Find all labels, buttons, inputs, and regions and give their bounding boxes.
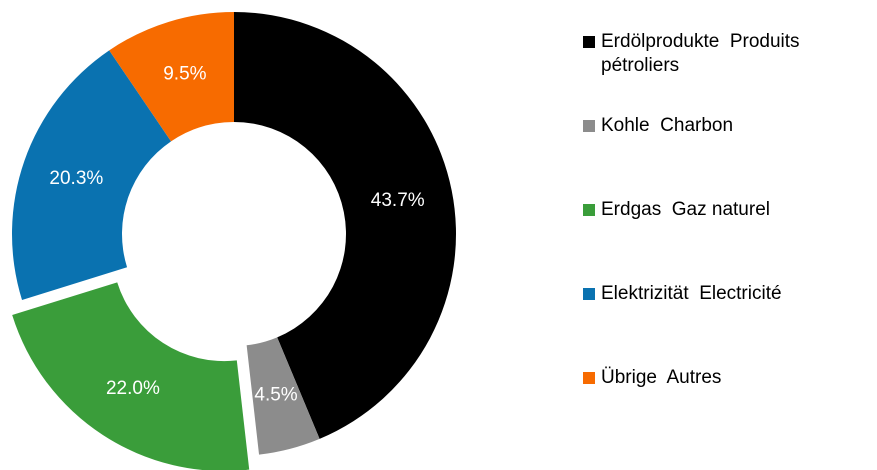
legend-label: Übrige Autres — [601, 367, 722, 388]
legend-label: Kohle Charbon — [601, 115, 734, 136]
legend-item: Kohle Charbon — [583, 114, 868, 138]
legend-swatch — [583, 120, 595, 132]
data-label: 22.0% — [106, 378, 160, 399]
legend-item: Erdgas Gaz naturel — [583, 198, 868, 222]
legend-item: Elektrizität Electricité — [583, 282, 868, 306]
legend-label: Elektrizität Electricité — [601, 283, 782, 304]
legend-swatch — [583, 288, 595, 300]
donut-slice — [12, 282, 250, 470]
donut-slice — [234, 12, 456, 439]
donut-slice — [109, 11, 234, 142]
data-label: 43.7% — [371, 190, 425, 211]
legend-item: Übrige Autres — [583, 366, 868, 390]
legend-swatch — [583, 204, 595, 216]
donut-slice — [11, 50, 172, 300]
data-label: 20.3% — [49, 168, 103, 189]
legend-label: Erdgas Gaz naturel — [601, 199, 770, 220]
legend-item: Erdölprodukte Produits pétroliers — [583, 30, 868, 78]
legend-swatch — [583, 372, 595, 384]
legend-label: Erdölprodukte Produits pétroliers — [601, 31, 805, 76]
legend-swatch — [583, 36, 595, 48]
data-label: 4.5% — [254, 385, 297, 406]
data-label: 9.5% — [163, 63, 206, 84]
donut-slice — [246, 337, 320, 455]
